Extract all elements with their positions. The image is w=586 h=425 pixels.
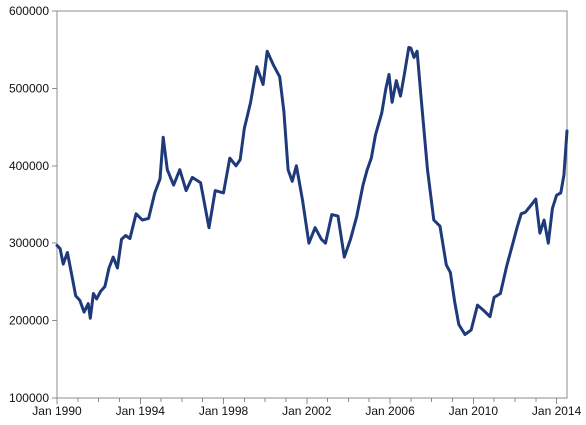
x-tick-label: Jan 1998	[199, 404, 249, 418]
y-tick-label: 200000	[9, 314, 49, 328]
x-tick-label: Jan 1990	[32, 404, 82, 418]
x-tick-label: Jan 1994	[116, 404, 166, 418]
y-tick-label: 600000	[9, 4, 49, 18]
series-line	[55, 45, 569, 336]
y-tick-label: 500000	[9, 81, 49, 95]
x-tick-label: Jan 2006	[365, 404, 415, 418]
y-tick-label: 400000	[9, 159, 49, 173]
tick-labels: 100000 200000 300000 400000 500000 600000 Jan …	[9, 4, 582, 418]
x-tick-label: Jan 2010	[449, 404, 499, 418]
y-tick-label: 300000	[9, 236, 49, 250]
x-tick-label: Jan 2014	[532, 404, 582, 418]
x-tick-label: Jan 2002	[282, 404, 332, 418]
series-layer	[55, 45, 569, 336]
axes	[52, 10, 568, 404]
y-tick-label: 100000	[9, 391, 49, 405]
